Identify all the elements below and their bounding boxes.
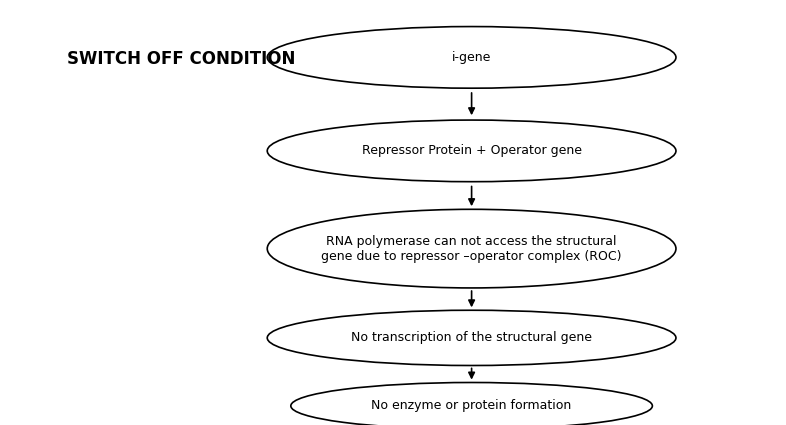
Text: SWITCH OFF CONDITION: SWITCH OFF CONDITION [67, 51, 296, 68]
Text: RNA polymerase can not access the structural
gene due to repressor –operator com: RNA polymerase can not access the struct… [321, 235, 622, 263]
Text: No transcription of the structural gene: No transcription of the structural gene [351, 332, 592, 344]
Text: Repressor Protein + Operator gene: Repressor Protein + Operator gene [362, 144, 582, 157]
Ellipse shape [267, 210, 676, 288]
Ellipse shape [291, 382, 652, 425]
Text: No enzyme or protein formation: No enzyme or protein formation [372, 400, 571, 412]
Ellipse shape [267, 120, 676, 182]
Text: i-gene: i-gene [452, 51, 491, 64]
Ellipse shape [267, 27, 676, 88]
Ellipse shape [267, 310, 676, 366]
